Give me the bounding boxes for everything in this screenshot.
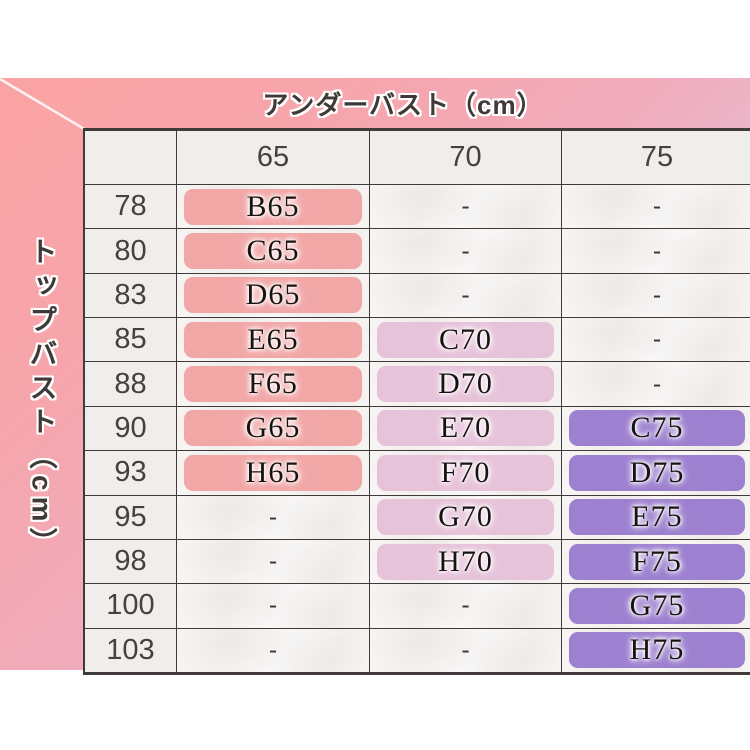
size-cell: - [370,185,562,230]
size-pill: E75 [569,499,745,536]
size-cell: H70 [370,539,562,585]
size-pill: E65 [184,321,362,358]
row-header-95: 95 [85,495,177,540]
size-cell: C70 [370,318,562,363]
size-cell: G70 [370,495,562,540]
size-cell: F75 [562,539,750,585]
size-pill: H70 [377,543,554,580]
size-cell: H65 [177,451,370,496]
size-cell: H75 [562,628,750,673]
size-pill: C75 [569,410,745,447]
size-cell: - [177,539,370,585]
column-header-65: 65 [177,131,370,185]
size-cell: G75 [562,584,750,629]
empty-dash: - [461,591,470,620]
size-pill: E70 [377,410,554,447]
size-cell: - [177,628,370,673]
size-cell: - [562,318,750,363]
topbust-axis-title: トップバスト（cm） [26,236,58,562]
row-header-80: 80 [85,229,177,274]
size-cell: B65 [177,185,370,230]
size-cell: G65 [177,406,370,452]
size-pill: C70 [377,321,554,358]
size-pill: G75 [569,587,745,624]
size-pill: H65 [184,454,362,491]
row-header-93: 93 [85,451,177,496]
size-cell: C75 [562,406,750,452]
size-cell: - [177,495,370,540]
corner-cell [85,131,177,185]
empty-dash: - [652,236,662,265]
column-header-70: 70 [370,131,562,185]
empty-dash: - [652,192,662,221]
size-pill: G65 [184,410,362,447]
size-cell: - [370,584,562,629]
size-cell: F70 [370,451,562,496]
size-cell: - [562,229,750,274]
empty-dash: - [461,236,470,265]
empty-dash: - [268,547,278,576]
size-cell: E65 [177,318,370,363]
row-header-83: 83 [85,273,177,319]
size-pill: D65 [184,277,362,314]
size-pill: F70 [377,454,554,491]
column-header-75: 75 [562,131,750,185]
size-pill: B65 [184,188,362,225]
size-table: 65 70 75 78 B65 - - 80 C65 - - 83 D65 - - 85 E65 C70 - 88 F6… [83,128,750,675]
size-cell: D75 [562,451,750,496]
empty-dash: - [652,369,662,398]
size-cell: - [562,185,750,230]
empty-dash: - [652,325,662,354]
underbust-axis-title: アンダーバスト（cm） [262,89,544,120]
size-cell: C65 [177,229,370,274]
size-pill: D70 [377,366,554,403]
empty-dash: - [268,635,278,664]
row-header-98: 98 [85,539,177,585]
size-pill: D75 [569,454,745,491]
row-header-100: 100 [85,584,177,629]
row-header-90: 90 [85,406,177,452]
size-pill: H75 [569,632,745,669]
empty-dash: - [268,502,278,531]
size-cell: - [370,628,562,673]
row-header-103: 103 [85,628,177,673]
size-pill: G70 [377,499,554,536]
size-cell: D65 [177,273,370,319]
row-header-88: 88 [85,362,177,407]
empty-dash: - [268,591,278,620]
empty-dash: - [652,280,662,309]
size-cell: - [562,273,750,319]
size-cell: E70 [370,406,562,452]
size-cell: - [370,273,562,319]
size-pill: C65 [184,233,362,270]
row-header-85: 85 [85,318,177,363]
size-cell: D70 [370,362,562,407]
size-cell: - [177,584,370,629]
size-cell: - [562,362,750,407]
size-cell: - [370,229,562,274]
empty-dash: - [461,280,470,309]
row-header-78: 78 [85,185,177,230]
empty-dash: - [461,635,470,664]
size-pill: F65 [184,366,362,403]
empty-dash: - [461,192,470,221]
size-pill: F75 [569,543,745,580]
size-cell: E75 [562,495,750,540]
size-cell: F65 [177,362,370,407]
